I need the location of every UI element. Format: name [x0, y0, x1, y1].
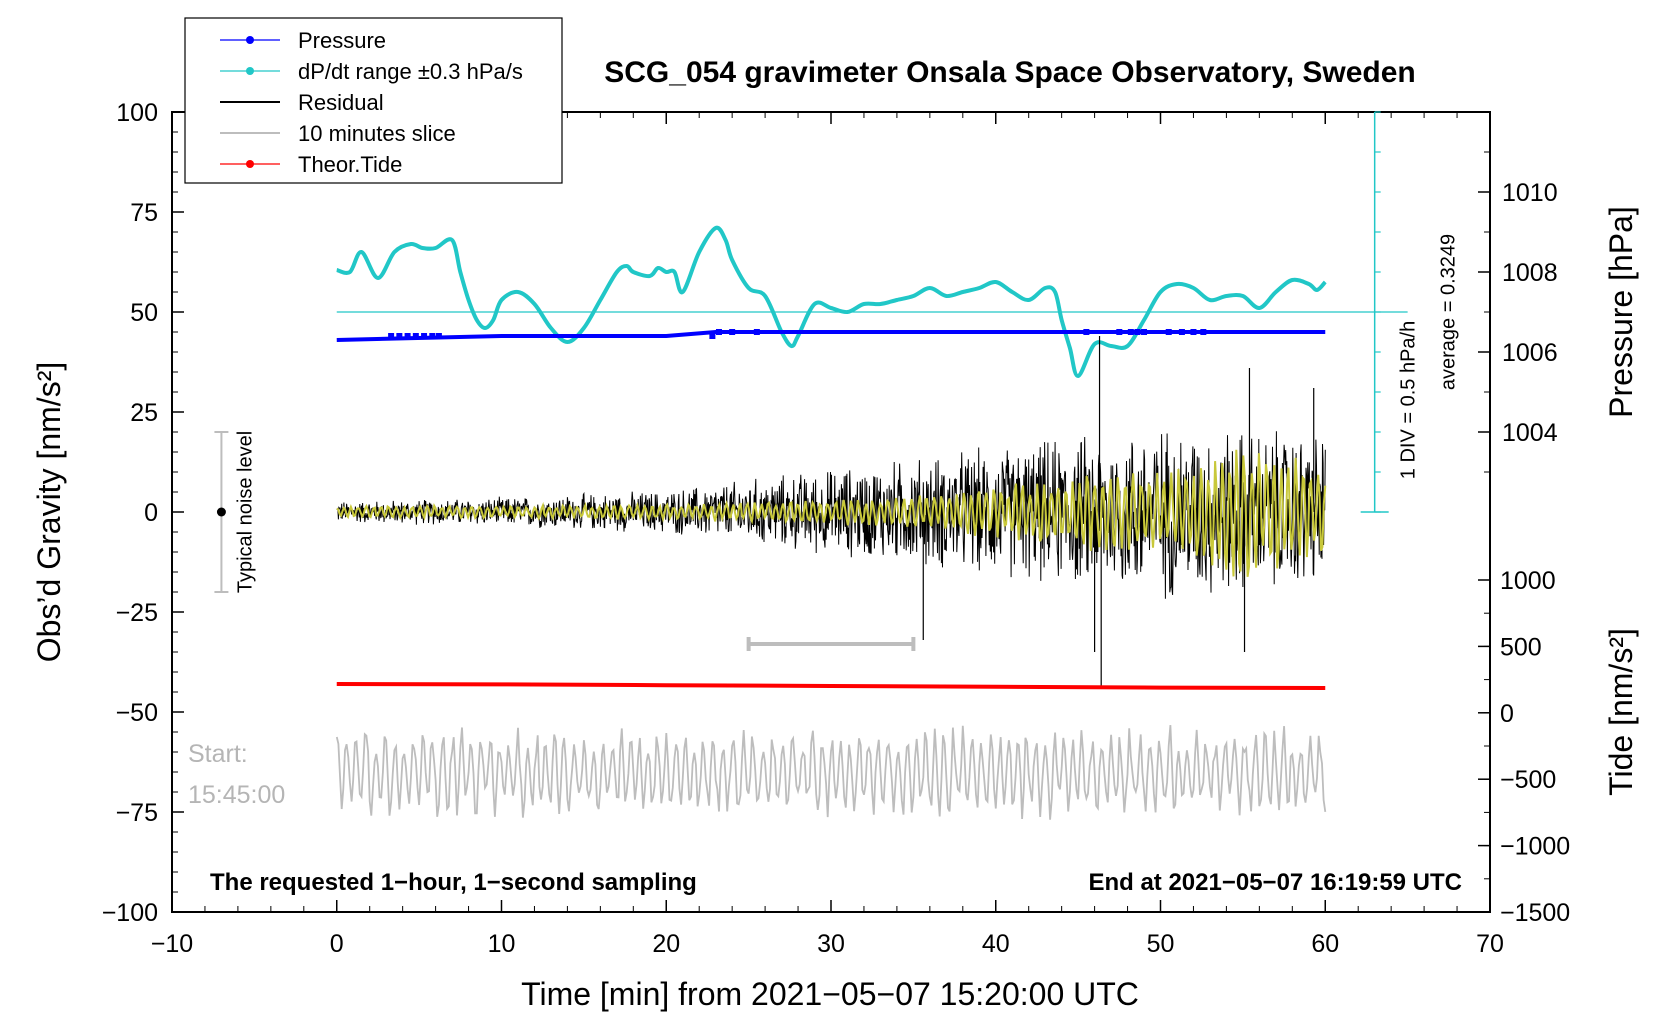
x-tick-label: 70: [1476, 930, 1504, 958]
y-tick-label: 100: [116, 99, 158, 127]
tide-series-line: [336, 682, 1326, 690]
legend-items: Pressure dP/dt range ±0.3 hPa/s Residual 10…: [220, 28, 523, 177]
x-tick-label: 50: [1147, 930, 1175, 958]
residual-smoothed-line: [336, 449, 1327, 577]
y-tick-label: −25: [116, 599, 158, 627]
start-label: Start:: [188, 740, 248, 768]
y-axis-ticks-gravity: 100 75 50 25 0 −25 −50 −75 −100: [102, 99, 184, 927]
legend-label: Theor.Tide: [298, 152, 402, 177]
pressure-dots: [388, 329, 1207, 339]
pressure-tick-label: 1006: [1502, 339, 1558, 367]
legend-item: Pressure: [220, 28, 386, 53]
pressure-dot: [421, 333, 428, 339]
x-axis-ticks: −10 0 10 20 30 40 50 60 70: [151, 112, 1504, 958]
legend-swatch-dot: [246, 67, 254, 75]
x-axis-title: Time [min] from 2021−05−07 15:20:00 UTC: [521, 976, 1139, 1012]
legend-item: Residual: [220, 90, 384, 115]
tide-tick-label: 1000: [1500, 567, 1556, 595]
pressure-scale-div-label: 1 DIV = 0.5 hPa/h: [1398, 321, 1420, 479]
pressure-scale-bar: [1360, 111, 1389, 513]
y-axis-title-gravity: Obs’d Gravity [nm/s²]: [31, 362, 67, 663]
x-tick-label: 40: [982, 930, 1010, 958]
y-axis-title-pressure: Pressure [hPa]: [1603, 206, 1639, 418]
legend-label: dP/dt range ±0.3 hPa/s: [298, 59, 523, 84]
residual-series-line: [336, 431, 1326, 599]
pressure-dot: [729, 329, 736, 335]
pressure-dot: [1178, 329, 1185, 335]
y-tick-label: 50: [130, 299, 158, 327]
x-tick-label: 30: [817, 930, 845, 958]
y-axis-ticks-pressure: 1010 1008 1006 1004: [1478, 151, 1558, 473]
slice-marker: [746, 637, 916, 651]
y-tick-label: 75: [130, 199, 158, 227]
bottom-left-note: The requested 1−hour, 1−second sampling: [210, 869, 697, 896]
pressure-dot: [709, 333, 716, 339]
x-tick-label: 0: [330, 930, 344, 958]
tide-tick-label: −1500: [1500, 899, 1570, 927]
y-tick-label: −75: [116, 799, 158, 827]
pressure-dot: [1083, 329, 1090, 335]
slice-series-line: [335, 725, 1327, 820]
pressure-dot: [429, 333, 436, 339]
pressure-dot: [1134, 329, 1141, 335]
y-axis-title-tide: Tide [nm/s²]: [1603, 628, 1639, 796]
pressure-series-line: [336, 330, 1326, 342]
x-tick-label: 10: [488, 930, 516, 958]
tide-tick-label: 0: [1500, 700, 1514, 728]
tide-tick-label: −1000: [1500, 833, 1570, 861]
x-tick-label: −10: [151, 930, 193, 958]
y-tick-label: 25: [130, 399, 158, 427]
pressure-dot: [396, 333, 403, 339]
start-time: 15:45:00: [188, 781, 285, 809]
legend-item: dP/dt range ±0.3 hPa/s: [220, 59, 523, 84]
pressure-dot: [1141, 329, 1148, 335]
legend-label: Pressure: [298, 28, 386, 53]
pressure-dot: [1116, 329, 1123, 335]
pressure-scale-average-label: average = 0.3249: [1438, 234, 1460, 390]
y-tick-label: −100: [102, 899, 158, 927]
noise-bar-dot: [216, 507, 226, 517]
x-tick-label: 20: [652, 930, 680, 958]
tide-tick-label: 500: [1500, 633, 1542, 661]
pressure-tick-label: 1010: [1502, 179, 1558, 207]
pressure-dot: [1127, 329, 1134, 335]
x-tick-label: 60: [1311, 930, 1339, 958]
y-axis-ticks-tide: 1000 500 0 −500 −1000 −1500: [1478, 567, 1570, 927]
series-layer: [335, 225, 1408, 820]
pressure-dot: [1190, 329, 1197, 335]
pressure-dot: [1165, 329, 1172, 335]
noise-level-bar: [214, 431, 229, 593]
legend-item: Theor.Tide: [220, 152, 402, 177]
pressure-dot: [388, 333, 395, 339]
pressure-dot: [412, 333, 419, 339]
legend-box: [184, 17, 563, 184]
pressure-dot: [435, 333, 442, 339]
pressure-tick-label: 1008: [1502, 259, 1558, 287]
legend-label: Residual: [298, 90, 384, 115]
y-tick-label: 0: [144, 499, 158, 527]
dpdt-series-line: [336, 225, 1327, 378]
legend: Pressure dP/dt range ±0.3 hPa/s Residual 10…: [184, 17, 563, 184]
noise-level-label: Typical noise level: [234, 431, 256, 593]
legend-swatch-dot: [246, 36, 254, 44]
y-tick-label: −50: [116, 699, 158, 727]
pressure-dot: [404, 333, 411, 339]
legend-item: 10 minutes slice: [220, 121, 456, 146]
pressure-dot: [753, 329, 760, 335]
pressure-dot: [1200, 329, 1207, 335]
pressure-dot: [715, 329, 722, 335]
bottom-right-note: End at 2021−05−07 16:19:59 UTC: [1088, 869, 1462, 896]
chart-title: SCG_054 gravimeter Onsala Space Observat…: [604, 56, 1416, 89]
pressure-tick-label: 1004: [1502, 419, 1558, 447]
legend-label: 10 minutes slice: [298, 121, 456, 146]
tide-tick-label: −500: [1500, 766, 1556, 794]
legend-swatch-dot: [246, 160, 254, 168]
